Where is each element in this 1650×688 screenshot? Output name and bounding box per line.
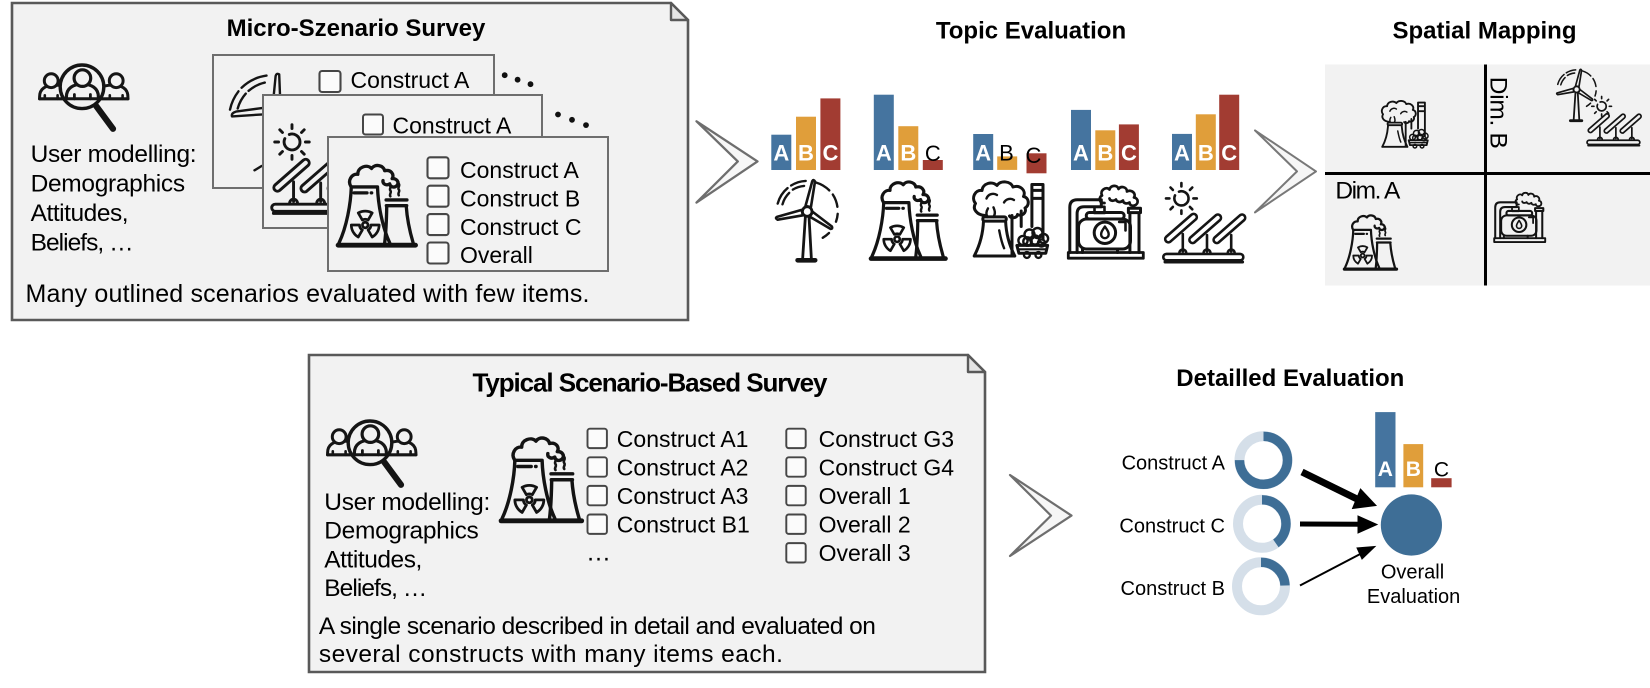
svg-text:Beliefs, …: Beliefs, … xyxy=(324,575,427,602)
svg-text:B: B xyxy=(999,141,1014,166)
svg-text:Micro-Szenario Survey: Micro-Szenario Survey xyxy=(227,15,486,42)
svg-text:A: A xyxy=(1073,141,1089,166)
svg-text:A: A xyxy=(773,141,789,166)
svg-text:Construct C: Construct C xyxy=(1119,515,1225,537)
svg-text:Overall 1: Overall 1 xyxy=(819,483,911,509)
svg-text:Topic Evaluation: Topic Evaluation xyxy=(936,18,1126,45)
svg-text:Dim. B: Dim. B xyxy=(1485,77,1512,149)
svg-text:C: C xyxy=(1221,141,1237,166)
svg-text:Construct A: Construct A xyxy=(460,157,580,183)
svg-text:Construct B1: Construct B1 xyxy=(617,512,750,538)
svg-text:Construct A: Construct A xyxy=(1122,452,1226,474)
svg-text:Construct G4: Construct G4 xyxy=(819,454,955,480)
svg-text:A: A xyxy=(975,141,991,166)
svg-text:C: C xyxy=(1121,141,1137,166)
svg-text:Many outlined scenarios evalua: Many outlined scenarios evaluated with f… xyxy=(26,280,590,308)
svg-text:Construct A: Construct A xyxy=(351,67,471,93)
svg-text:A: A xyxy=(1174,141,1190,166)
svg-text:Attitudes,: Attitudes, xyxy=(324,546,422,573)
svg-text:Demographics: Demographics xyxy=(31,171,186,198)
svg-text:Evaluation: Evaluation xyxy=(1367,586,1460,608)
svg-text:B: B xyxy=(1198,141,1214,166)
svg-text:Detailled Evaluation: Detailled Evaluation xyxy=(1176,365,1404,392)
svg-text:Construct A: Construct A xyxy=(393,113,513,139)
svg-text:Construct A1: Construct A1 xyxy=(617,426,749,452)
svg-text:Dim. A: Dim. A xyxy=(1335,177,1401,204)
svg-text:Attitudes,: Attitudes, xyxy=(31,200,129,227)
svg-text:Typical Scenario-Based Survey: Typical Scenario-Based Survey xyxy=(473,368,829,398)
svg-text:Construct A2: Construct A2 xyxy=(617,454,749,480)
svg-text:B: B xyxy=(900,141,916,166)
svg-text:A single scenario described in: A single scenario described in detail an… xyxy=(319,613,876,640)
svg-text:B: B xyxy=(1097,141,1113,166)
svg-text:A: A xyxy=(1378,458,1393,481)
svg-text:C: C xyxy=(925,141,941,166)
svg-text:A: A xyxy=(876,141,892,166)
svg-text:Overall 2: Overall 2 xyxy=(819,512,911,538)
svg-text:Beliefs, …: Beliefs, … xyxy=(31,230,134,257)
svg-text:User modelling:: User modelling: xyxy=(31,141,197,168)
svg-text:Spatial Mapping: Spatial Mapping xyxy=(1392,18,1576,45)
svg-text:B: B xyxy=(1406,458,1421,481)
svg-text:several constructs with many i: several constructs with many items each. xyxy=(319,641,783,668)
svg-text:Construct G3: Construct G3 xyxy=(819,426,955,452)
svg-text:C: C xyxy=(1026,143,1042,168)
svg-text:User modelling:: User modelling: xyxy=(324,489,490,516)
svg-text:Demographics: Demographics xyxy=(324,518,479,545)
svg-text:…: … xyxy=(586,538,611,566)
svg-text:Construct B: Construct B xyxy=(1121,578,1225,600)
svg-text:Overall: Overall xyxy=(1381,562,1444,584)
svg-text:Overall 3: Overall 3 xyxy=(819,540,911,566)
svg-text:Construct B: Construct B xyxy=(460,185,580,211)
svg-text:Construct A3: Construct A3 xyxy=(617,483,749,509)
svg-text:C: C xyxy=(1434,459,1449,482)
svg-text:B: B xyxy=(798,141,814,166)
svg-text:Construct C: Construct C xyxy=(460,214,581,240)
svg-text:Overall: Overall xyxy=(460,242,533,268)
svg-text:C: C xyxy=(822,141,838,166)
